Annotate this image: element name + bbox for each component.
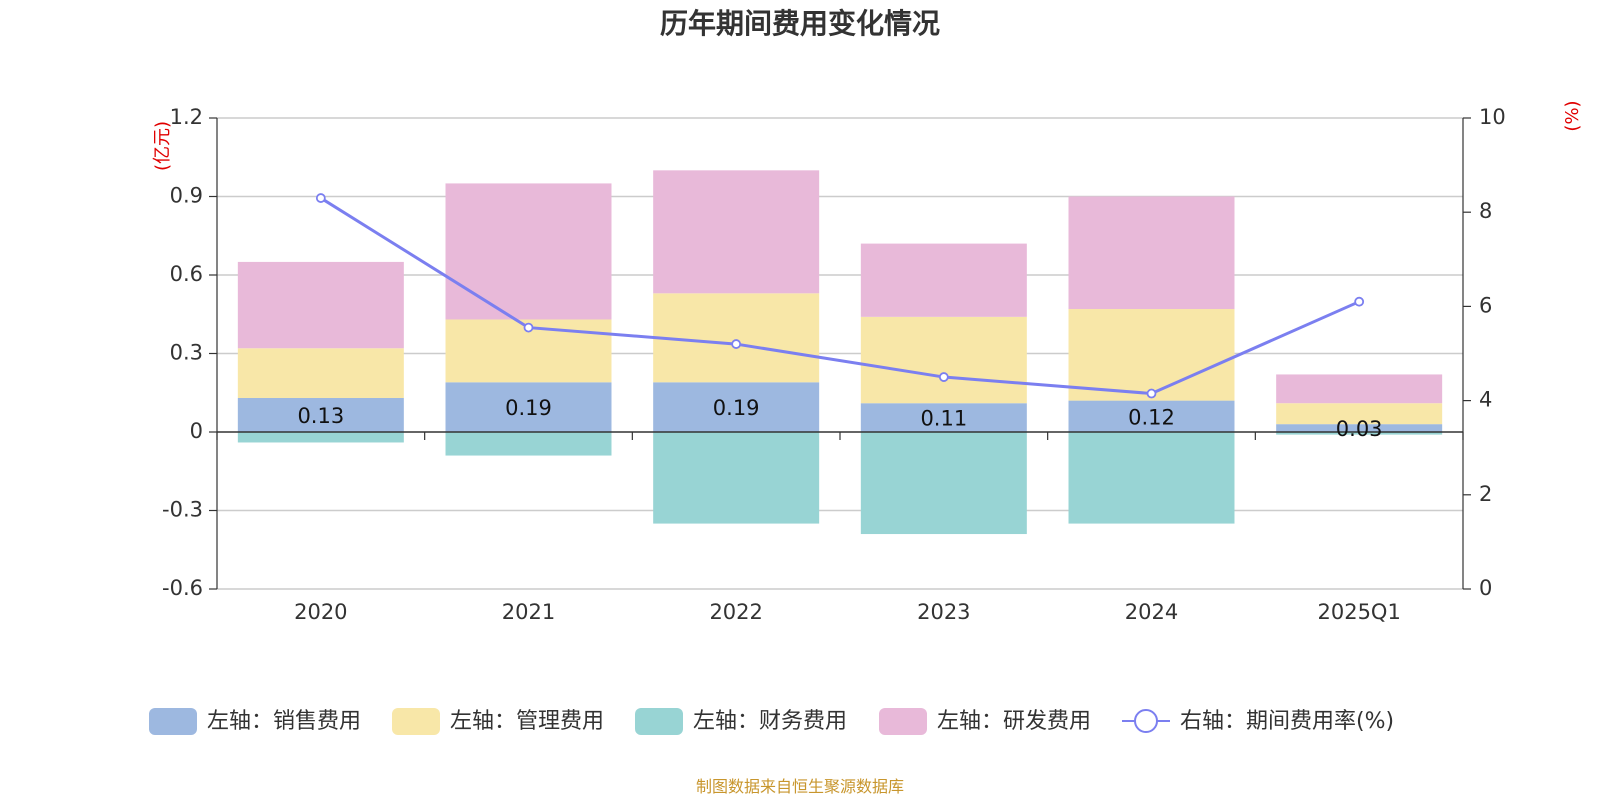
left-axis-tick-label: 1.2 xyxy=(170,105,203,129)
data-label: 0.12 xyxy=(1128,405,1175,429)
gridlines xyxy=(217,117,1463,590)
bar-segment xyxy=(653,382,820,432)
bar-segment xyxy=(1276,403,1443,425)
left-axis-tick-label: -0.3 xyxy=(162,498,203,522)
bar-segment xyxy=(653,432,820,524)
chart-title: 历年期间费用变化情况 xyxy=(660,7,940,40)
rate-point xyxy=(1354,296,1365,307)
legend-label: 右轴：期间费用率(%) xyxy=(1180,709,1394,734)
bar-segment xyxy=(1276,432,1443,435)
bar-segment xyxy=(653,293,820,383)
right-axis-tick-label: 4 xyxy=(1479,388,1492,412)
right-axis-tick-label: 6 xyxy=(1479,293,1492,317)
x-axis-tick-label: 2022 xyxy=(709,600,762,624)
bar-segment xyxy=(237,432,404,443)
data-source-note: 制图数据来自恒生聚源数据库 xyxy=(696,777,904,796)
right-axis-unit: (%) xyxy=(1562,100,1583,131)
left-axis-unit: (亿元) xyxy=(152,121,173,171)
bar-segment xyxy=(1068,400,1235,432)
x-axis-tick-label: 2024 xyxy=(1125,600,1178,624)
bar-segment xyxy=(1068,309,1235,401)
right-axis-tick-label: 2 xyxy=(1479,482,1492,506)
bar-segment xyxy=(653,170,820,294)
legend-label: 左轴：研发费用 xyxy=(937,709,1091,734)
left-axis-tick-label: 0.9 xyxy=(170,184,203,208)
bar-segment xyxy=(237,348,404,398)
data-label: 0.11 xyxy=(920,407,967,431)
left-axis-tick-label: 0.6 xyxy=(170,262,203,286)
legend-marker xyxy=(1134,709,1158,733)
bar-series xyxy=(237,170,1443,535)
bar-segment xyxy=(237,261,404,349)
x-axis-tick-label: 2020 xyxy=(294,600,347,624)
legend-swatch xyxy=(392,708,440,735)
data-label: 0.03 xyxy=(1336,417,1383,441)
legend-swatch xyxy=(635,708,683,735)
right-axis-tick-label: 0 xyxy=(1479,576,1492,600)
data-label: 0.13 xyxy=(297,404,344,428)
legend-swatch xyxy=(879,708,927,735)
x-axis-tick-label: 2025Q1 xyxy=(1317,600,1400,624)
rate-line xyxy=(320,196,1360,396)
legend-label: 左轴：管理费用 xyxy=(450,709,604,734)
rate-point xyxy=(315,193,326,203)
rate-point xyxy=(1146,388,1157,399)
right-axis-tick-label: 10 xyxy=(1479,105,1506,129)
bar-segment xyxy=(445,183,612,320)
rate-line-series xyxy=(315,193,1365,399)
bar-segment xyxy=(445,432,612,456)
data-label: 0.19 xyxy=(505,396,552,420)
rate-point xyxy=(938,372,949,382)
legend-swatch xyxy=(149,708,197,735)
data-label: 0.19 xyxy=(713,396,760,420)
left-axis-tick-label: -0.6 xyxy=(162,576,203,600)
legend: 左轴：销售费用 左轴：管理费用 左轴：财务费用 左轴：研发费用 右轴：期间费用率(%) xyxy=(149,708,1394,735)
x-axis-tick-label: 2023 xyxy=(917,600,970,624)
left-axis-tick-label: 0.3 xyxy=(170,341,203,365)
bar-segment xyxy=(860,243,1027,317)
bar-segment xyxy=(1068,196,1235,310)
data-labels: 0.13 0.19 0.19 0.11 0.12 0.03 xyxy=(297,396,1382,441)
bar-segment xyxy=(1276,374,1443,404)
bar-segment xyxy=(1068,432,1235,524)
legend-label: 左轴：财务费用 xyxy=(693,709,847,734)
legend-label: 左轴：销售费用 xyxy=(207,709,361,734)
left-axis-tick-label: 0 xyxy=(190,419,203,443)
bar-segment xyxy=(237,397,404,432)
bar-segment xyxy=(860,432,1027,535)
bar-segment xyxy=(860,316,1027,404)
bar-segment xyxy=(1276,424,1443,432)
bar-segment xyxy=(445,382,612,432)
right-axis-tick-label: 8 xyxy=(1479,199,1492,223)
rate-point xyxy=(731,339,742,349)
rate-point xyxy=(523,322,534,333)
x-axis-tick-label: 2021 xyxy=(502,600,555,624)
bar-segment xyxy=(860,403,1027,432)
